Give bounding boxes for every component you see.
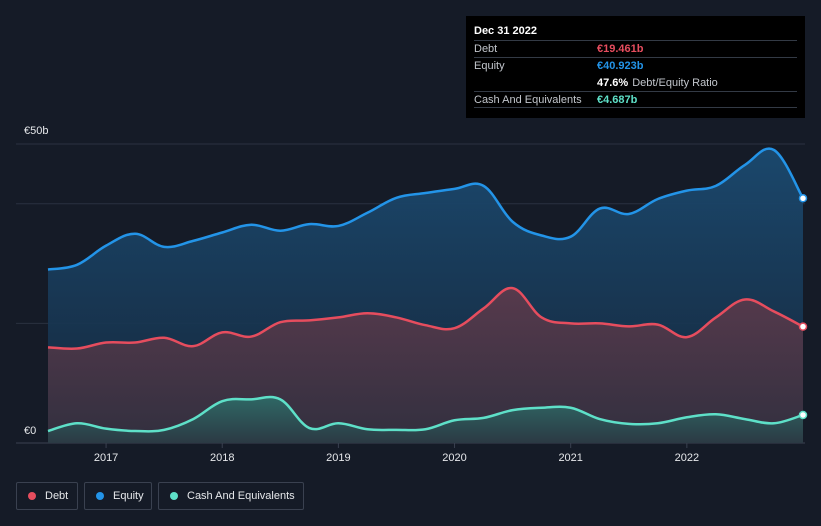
x-tick-label: 2018 bbox=[210, 452, 234, 464]
x-axis-ticks: 2017 2018 2019 2020 2021 2022 bbox=[94, 443, 699, 464]
tooltip-debt-label: Debt bbox=[474, 43, 498, 55]
tooltip-ratio-value: 47.6% bbox=[597, 76, 629, 89]
tooltip-equity-value: €40.923b bbox=[597, 60, 644, 72]
legend-cash[interactable]: Cash And Equivalents bbox=[158, 482, 304, 510]
tooltip-row-ratio: 47.6% Debt/Equity Ratio bbox=[474, 74, 797, 91]
x-tick-label: 2020 bbox=[442, 452, 466, 464]
tooltip-cash-label: Cash And Equivalents bbox=[474, 93, 582, 106]
tooltip-row-equity: Equity €40.923b bbox=[474, 57, 797, 74]
legend-debt[interactable]: Debt bbox=[16, 482, 78, 510]
tooltip-debt-value: €19.461b bbox=[597, 43, 644, 55]
equity-line bbox=[47, 147, 805, 271]
equity-endpoint bbox=[798, 194, 808, 203]
legend-equity-swatch bbox=[96, 492, 104, 500]
legend-cash-label: Cash And Equivalents bbox=[187, 490, 295, 502]
series-areas bbox=[48, 148, 803, 443]
tooltip-date: Dec 31 2022 bbox=[474, 25, 537, 37]
cash-and-equivalents-area bbox=[48, 396, 803, 443]
debt-line bbox=[47, 286, 804, 350]
legend-debt-label: Debt bbox=[45, 490, 69, 502]
cash-and-equivalents-endpoint bbox=[798, 410, 808, 420]
cash-and-equivalents-line bbox=[47, 395, 804, 433]
tooltip-equity-label: Equity bbox=[474, 60, 505, 72]
y-axis-label-max: €50b bbox=[24, 125, 49, 137]
series-endpoints bbox=[798, 194, 808, 420]
debt-endpoint bbox=[798, 322, 808, 331]
x-tick-label: 2022 bbox=[675, 452, 699, 464]
y-axis-label-min: €0 bbox=[24, 425, 37, 437]
x-tick-label: 2021 bbox=[558, 452, 582, 464]
x-tick-label: 2019 bbox=[326, 452, 350, 464]
data-tooltip: Dec 31 2022 Debt €19.461b Equity €40.923… bbox=[466, 16, 805, 118]
series-lines bbox=[47, 147, 805, 433]
tooltip-row-debt: Debt €19.461b bbox=[474, 40, 797, 57]
x-tick-label: 2017 bbox=[94, 452, 118, 464]
tooltip-row-cash: Cash And Equivalents €4.687b bbox=[474, 91, 797, 108]
tooltip-cash-value: €4.687b bbox=[597, 93, 638, 106]
legend-debt-swatch bbox=[28, 492, 36, 500]
legend-cash-swatch bbox=[170, 492, 178, 500]
tooltip-ratio-label: Debt/Equity Ratio bbox=[632, 76, 718, 89]
legend-equity-label: Equity bbox=[113, 490, 144, 502]
legend-equity[interactable]: Equity bbox=[84, 482, 152, 510]
